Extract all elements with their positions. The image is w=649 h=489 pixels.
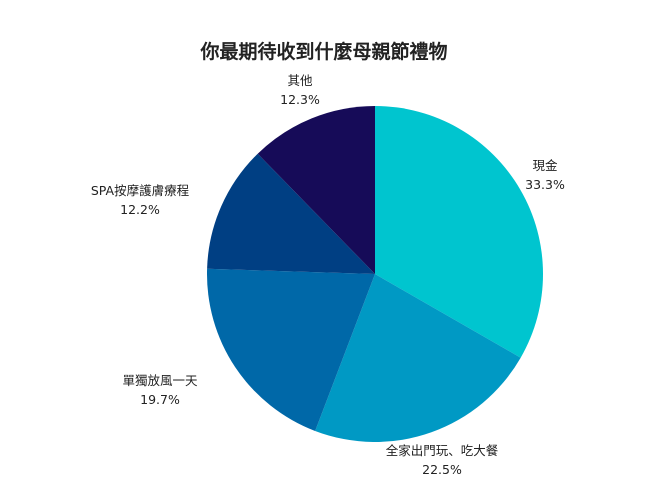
slice-value-label-3: 19.7% [140, 392, 180, 407]
pie-slice-1 [375, 106, 544, 358]
pie-slice-2 [315, 274, 521, 443]
slice-label-4: SPA按摩護膚療程 [91, 183, 190, 198]
slice-value-label-1: 33.3% [525, 177, 565, 192]
slice-value-label-2: 22.5% [422, 462, 462, 477]
pie-slice-4 [207, 153, 375, 274]
pie-slice-5 [257, 106, 375, 274]
slice-label-5: 其他 [287, 73, 313, 88]
slice-value-label-5: 12.3% [280, 92, 320, 107]
pie-slices [206, 106, 544, 443]
slice-label-2: 全家出門玩、吃大餐 [386, 443, 499, 458]
pie-labels: 現金 33.3% 全家出門玩、吃大餐 22.5% 單獨放風一天 19.7% SPA按摩護膚療… [91, 73, 565, 477]
slice-label-1: 現金 [532, 158, 558, 173]
pie-slice-3 [206, 268, 375, 431]
slice-value-label-4: 12.2% [120, 202, 160, 217]
chart-title: 你最期待收到什麼母親節禮物 [199, 40, 447, 63]
slice-label-3: 單獨放風一天 [122, 373, 198, 388]
